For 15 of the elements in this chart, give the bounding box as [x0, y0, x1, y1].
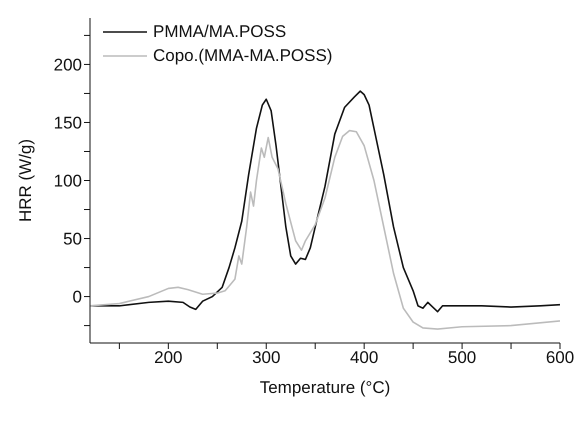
x-tick-label: 400 — [350, 348, 378, 368]
y-tick-label: 150 — [54, 114, 82, 132]
y-axis-title: HRR (W/g) — [16, 138, 36, 222]
line-series — [90, 130, 560, 330]
x-tick-label: 500 — [448, 348, 476, 368]
y-tick-label: 50 — [63, 230, 82, 249]
x-tick-label: 300 — [252, 348, 280, 368]
legend-label: PMMA/MA.POSS — [153, 21, 286, 43]
y-tick-label: 0 — [72, 288, 82, 307]
x-tick-label: 200 — [154, 348, 183, 368]
y-tick-label: 100 — [54, 172, 82, 191]
x-axis-title: Temperature (°C) — [260, 378, 390, 397]
y-tick-label: 200 — [54, 55, 82, 74]
x-tick-label: 600 — [546, 348, 574, 368]
legend-label: Copo.(MMA-MA.POSS) — [153, 45, 332, 67]
